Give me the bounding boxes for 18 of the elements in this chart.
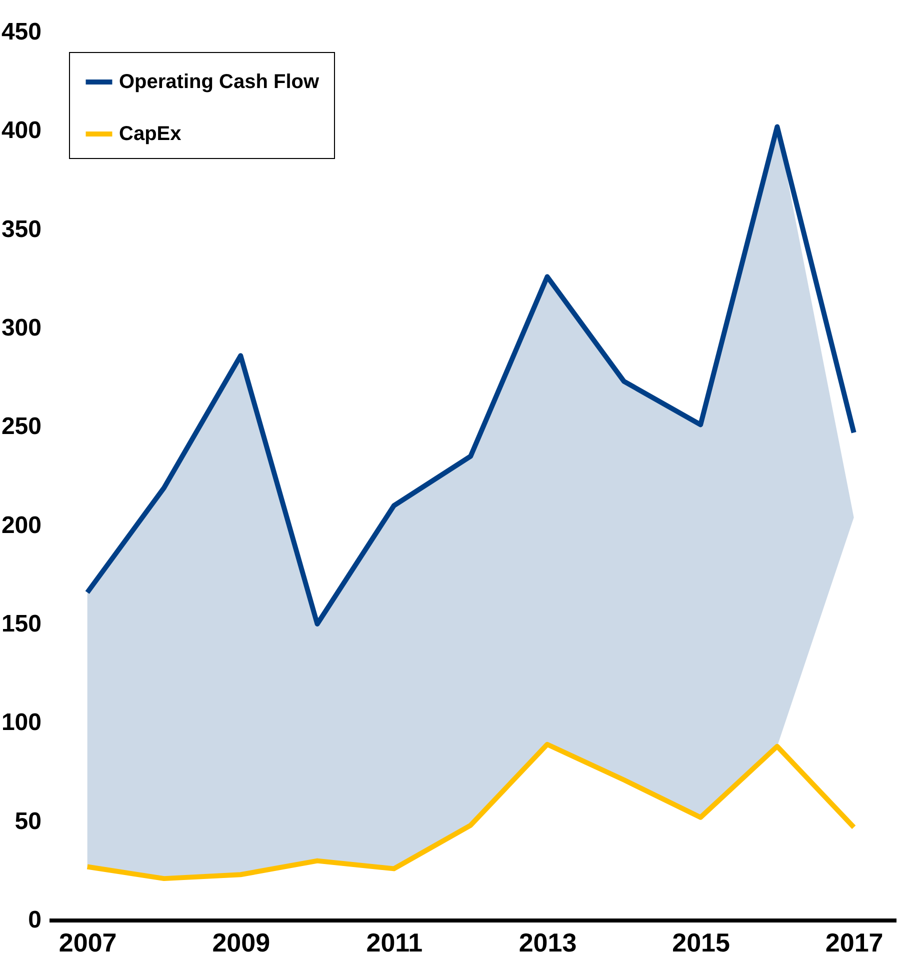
y-tick-label: 150 [1, 610, 42, 638]
x-tick-label: 2009 [212, 928, 270, 958]
y-tick-label: 450 [1, 18, 42, 46]
x-tick-label: 2007 [58, 928, 117, 958]
y-tick-label: 350 [1, 216, 42, 243]
y-tick-label: 0 [28, 906, 42, 934]
y-tick-label: 300 [1, 314, 42, 342]
x-tick-label: 2017 [825, 928, 884, 958]
y-tick-label: 50 [14, 808, 42, 835]
y-tick-label: 100 [1, 709, 42, 736]
y-tick-label: 200 [1, 512, 42, 539]
legend-label: CapEx [119, 123, 182, 145]
x-tick-label: 2015 [672, 928, 730, 958]
y-tick-label: 400 [1, 117, 42, 144]
legend-label: Operating Cash Flow [119, 71, 320, 93]
x-tick-label: 2011 [366, 928, 423, 958]
y-tick-label: 250 [1, 413, 42, 440]
x-tick-label: 2013 [518, 928, 577, 958]
